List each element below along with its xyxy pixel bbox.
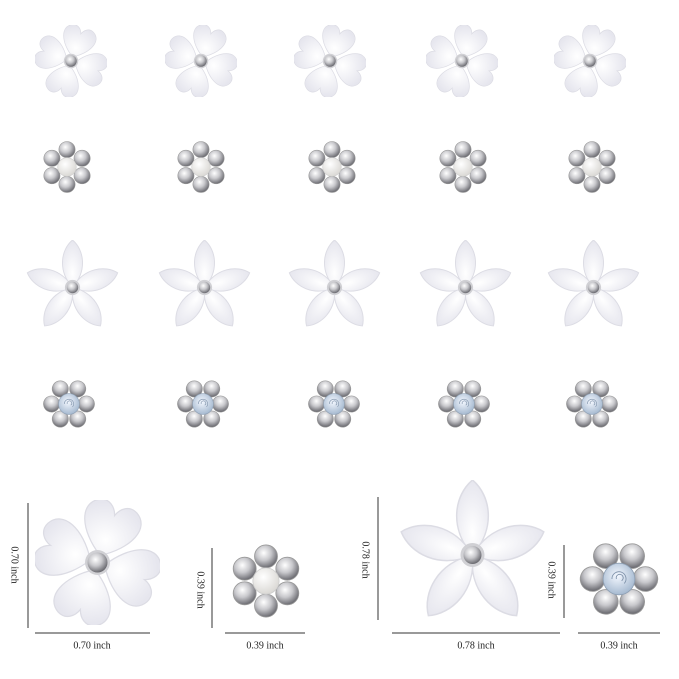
star-flower: [417, 240, 514, 332]
rhinestone-flower: [178, 141, 224, 192]
rhinestone-flower: [309, 141, 355, 192]
rhinestone-flower: [569, 141, 615, 192]
width-label: 0.39 inch: [600, 640, 637, 651]
size-samples: [30, 480, 669, 630]
rose-gem-flower: [36, 370, 102, 437]
heart-flower: [551, 22, 629, 100]
flower-grid: [24, 22, 642, 438]
heart-flower-large: [30, 495, 165, 630]
rose-gem-flower-large: [569, 528, 669, 630]
heart-flower: [423, 22, 501, 100]
star-flower: [24, 240, 121, 332]
rose-gem-flower: [170, 370, 236, 437]
height-label: 0.39 inch: [546, 561, 557, 598]
dimension-lines: 0.70 inch 0.70 inch 0.39 inch 0.39 inch …: [9, 497, 660, 651]
rhinestone-flower-large: [233, 545, 299, 617]
rose-gem-flower: [431, 370, 497, 437]
star-flower-large: [396, 480, 548, 625]
height-label: 0.78 inch: [360, 541, 371, 578]
heart-flower: [162, 22, 240, 100]
height-label: 0.70 inch: [9, 546, 20, 583]
rhinestone-flower: [44, 141, 90, 192]
star-flower: [286, 240, 383, 332]
heart-flower: [32, 22, 110, 100]
heart-flower: [291, 22, 369, 100]
star-flower: [156, 240, 253, 332]
height-label: 0.39 inch: [195, 571, 206, 608]
width-label: 0.39 inch: [246, 640, 283, 651]
rose-gem-flower: [301, 370, 367, 437]
star-flower: [545, 240, 642, 332]
width-label: 0.70 inch: [73, 640, 110, 651]
rose-gem-flower: [559, 370, 625, 437]
rhinestone-flower: [440, 141, 486, 192]
width-label: 0.78 inch: [457, 640, 494, 651]
